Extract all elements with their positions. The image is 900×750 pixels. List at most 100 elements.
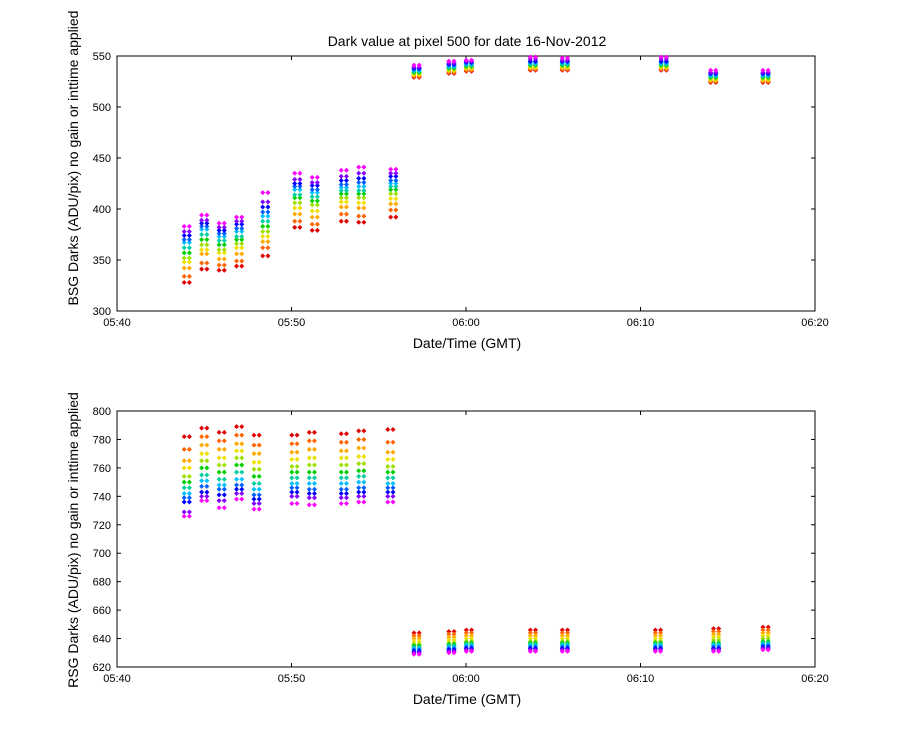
- data-point: [204, 247, 210, 253]
- x-tick-label: 06:20: [801, 673, 829, 685]
- data-point: [199, 232, 205, 237]
- data-point: [343, 500, 349, 506]
- data-point: [385, 489, 391, 495]
- data-point: [251, 459, 257, 465]
- data-point: [356, 493, 362, 499]
- data-point: [446, 628, 452, 634]
- data-point: [251, 432, 257, 438]
- data-point: [239, 241, 245, 247]
- data-point: [234, 476, 240, 482]
- data-point: [186, 250, 192, 256]
- data-point: [411, 62, 417, 68]
- data-point: [385, 426, 391, 432]
- data-point: [716, 637, 722, 643]
- data-point: [463, 630, 469, 636]
- data-point: [260, 204, 266, 210]
- data-point: [652, 630, 658, 636]
- data-point: [390, 439, 396, 445]
- data-point: [393, 166, 399, 172]
- data-point: [314, 221, 320, 227]
- data-point: [390, 469, 396, 475]
- data-point: [356, 485, 362, 491]
- data-point: [251, 496, 257, 502]
- data-point: [292, 211, 298, 217]
- data-point: [239, 228, 245, 234]
- data-point: [186, 473, 192, 479]
- data-point: [260, 199, 266, 205]
- data-point: [256, 466, 262, 472]
- data-point: [565, 633, 571, 639]
- data-point: [388, 196, 394, 202]
- data-point: [361, 479, 367, 485]
- data-point: [361, 473, 367, 479]
- data-point: [338, 490, 344, 496]
- data-point: [388, 191, 394, 197]
- data-point: [311, 502, 317, 508]
- data-point: [251, 481, 257, 487]
- data-point: [181, 245, 187, 251]
- data-point: [463, 627, 469, 633]
- data-point: [221, 476, 227, 482]
- data-point: [251, 473, 257, 479]
- y-tick-label: 500: [93, 102, 111, 114]
- data-point: [361, 213, 367, 219]
- data-point: [181, 279, 187, 285]
- data-point: [716, 631, 722, 637]
- data-point: [256, 492, 262, 498]
- data-point: [356, 170, 362, 176]
- data-point: [343, 469, 349, 475]
- data-point: [186, 223, 192, 229]
- data-point: [446, 650, 452, 656]
- data-point: [292, 184, 298, 190]
- data-point: [411, 651, 417, 657]
- data-point: [186, 513, 192, 519]
- data-point: [186, 465, 192, 471]
- data-point: [306, 481, 312, 487]
- data-point: [204, 220, 210, 226]
- data-point: [294, 456, 300, 462]
- data-point: [338, 462, 344, 468]
- data-point: [390, 485, 396, 491]
- data-point: [306, 475, 312, 481]
- data-point: [361, 436, 367, 442]
- data-point: [311, 490, 317, 496]
- data-point: [297, 170, 303, 176]
- x-tick-label: 06:00: [452, 317, 480, 329]
- data-point: [309, 214, 315, 220]
- data-point: [469, 648, 475, 654]
- y-tick-label: 700: [93, 548, 111, 560]
- data-point: [343, 455, 349, 461]
- data-point: [204, 425, 210, 431]
- data-point: [765, 627, 771, 633]
- data-point: [356, 164, 362, 170]
- data-point: [186, 499, 192, 505]
- data-point: [343, 177, 349, 183]
- data-point: [234, 218, 240, 224]
- data-point: [361, 188, 367, 194]
- data-point: [216, 476, 222, 482]
- data-point: [181, 265, 187, 271]
- data-point: [388, 173, 394, 179]
- data-point: [297, 224, 303, 230]
- data-point: [239, 263, 245, 269]
- data-point: [309, 190, 315, 196]
- data-point: [181, 434, 187, 440]
- data-point: [221, 256, 227, 262]
- data-point: [451, 628, 457, 634]
- data-point: [385, 475, 391, 481]
- data-point: [265, 199, 271, 205]
- data-point: [199, 217, 205, 223]
- data-point: [314, 202, 320, 208]
- data-point: [416, 633, 422, 639]
- data-point: [234, 432, 240, 438]
- data-point: [311, 486, 317, 492]
- data-point: [181, 513, 187, 519]
- data-point: [289, 481, 295, 487]
- rsg-y-axis-label: RSG Darks (ADU/pix) no gain or inttime a…: [65, 392, 81, 688]
- data-point: [311, 495, 317, 501]
- data-point: [533, 630, 539, 636]
- data-point: [658, 54, 664, 60]
- data-point: [221, 262, 227, 268]
- x-tick-label: 06:10: [627, 673, 655, 685]
- data-point: [234, 251, 240, 257]
